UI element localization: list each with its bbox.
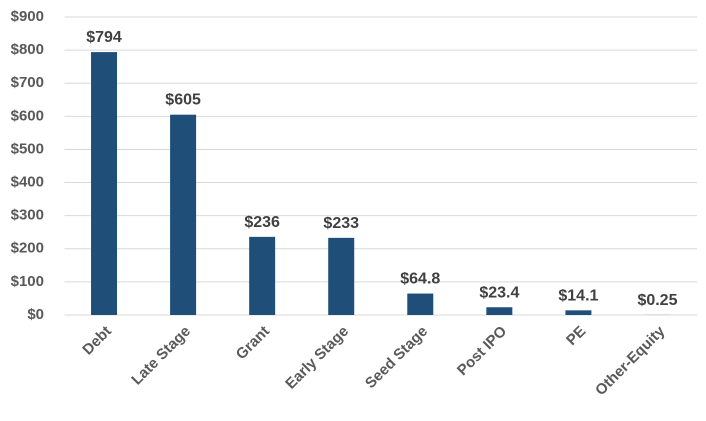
bar (249, 236, 276, 315)
y-tick-label: $800 (11, 41, 44, 58)
x-tick-label: Debt (79, 323, 115, 359)
value-label: $23.4 (479, 284, 519, 301)
x-tick-label: Early Stage (282, 323, 352, 393)
y-tick-label: $200 (11, 240, 44, 257)
bar (328, 237, 355, 315)
y-tick-label: $500 (11, 140, 44, 157)
value-label: $794 (86, 29, 122, 46)
y-tick-label: $0 (27, 306, 44, 323)
bar (170, 114, 197, 315)
value-label: $0.25 (637, 292, 677, 309)
x-tick-label: Grant (233, 323, 273, 363)
y-tick-label: $600 (11, 107, 44, 124)
x-tick-label: Post IPO (454, 323, 510, 379)
y-tick-label: $300 (11, 207, 44, 224)
value-label: $14.1 (558, 287, 598, 304)
x-tick-label: Late Stage (128, 323, 194, 389)
value-label: $236 (244, 214, 280, 231)
y-tick-label: $100 (11, 273, 44, 290)
x-tick-label: PE (563, 323, 589, 349)
x-tick-label: Seed Stage (362, 323, 431, 392)
bar (486, 307, 513, 315)
bar (91, 52, 118, 315)
y-tick-label: $400 (11, 174, 44, 191)
value-label: $233 (323, 215, 359, 232)
y-tick-label: $900 (11, 8, 44, 25)
value-label: $64.8 (400, 271, 440, 288)
value-label: $605 (165, 92, 201, 109)
bar (565, 310, 592, 315)
y-tick-label: $700 (11, 74, 44, 91)
bar (407, 293, 434, 315)
x-tick-label: Other-Equity (592, 322, 669, 399)
